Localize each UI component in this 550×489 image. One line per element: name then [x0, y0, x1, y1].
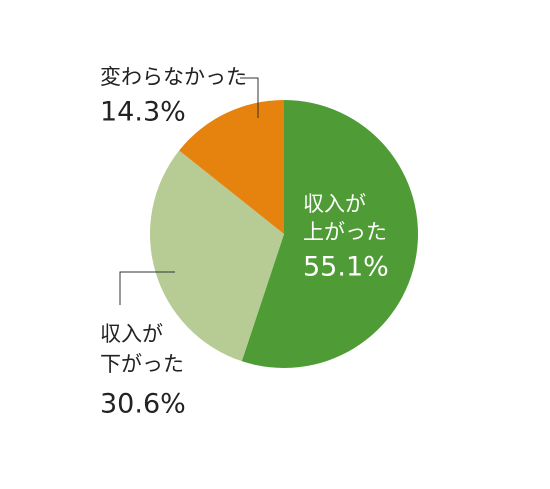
- value-label: 55.1%: [303, 252, 389, 283]
- slice-label: 収入が: [100, 322, 163, 346]
- value-label: 14.3%: [100, 97, 186, 128]
- value-label: 30.6%: [100, 389, 186, 420]
- leader-line: [240, 77, 259, 118]
- slice-label: 変わらなかった: [100, 65, 247, 89]
- pie-slice: [149, 150, 284, 362]
- slice-label: 収入が: [303, 192, 366, 216]
- pie-slice: [241, 100, 418, 368]
- slice-label: 下がった: [100, 352, 184, 376]
- leader-line: [119, 271, 175, 305]
- slice-label: 上がった: [303, 220, 387, 244]
- pie-slice: [179, 100, 284, 234]
